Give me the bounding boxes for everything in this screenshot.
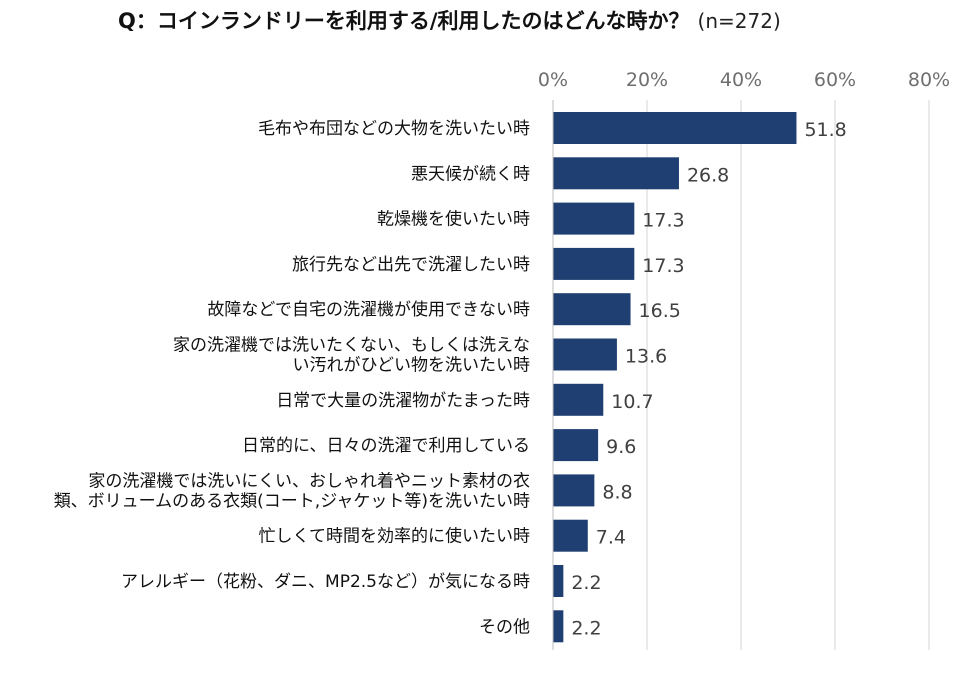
- data-label: 13.6: [625, 346, 667, 368]
- category-label: 旅行先など出先で洗濯したい時: [292, 255, 530, 275]
- category-label: 乾燥機を使いたい時: [377, 209, 530, 230]
- chart-title: Q：コインランドリーを利用する/利用したのはどんな時か？ (n=272): [118, 9, 781, 33]
- data-label: 16.5: [639, 300, 681, 322]
- category-label: 家の洗濯機では洗いたくない、もしくは洗えな: [173, 336, 530, 356]
- chart-title-question: Q：コインランドリーを利用する/利用したのはどんな時か？: [118, 9, 690, 33]
- x-tick-label: 20%: [626, 69, 668, 91]
- bar: [553, 202, 635, 235]
- data-label: 17.3: [642, 255, 684, 277]
- x-tick-label: 40%: [720, 69, 762, 91]
- bar: [553, 519, 588, 552]
- chart-title-sample-size: (n=272): [698, 9, 781, 33]
- category-label: 類、ボリュームのある衣類(コート,ジャケット等)を洗いたい時: [54, 491, 530, 511]
- data-label: 2.2: [571, 617, 601, 639]
- category-label: 故障などで自宅の洗濯機が使用できない時: [207, 299, 530, 320]
- x-tick-label: 60%: [814, 69, 856, 91]
- bar: [553, 293, 631, 326]
- grid-lines: [646, 100, 930, 650]
- x-axis-tick-labels: 0% 20% 40% 60% 80%: [538, 69, 950, 91]
- data-label: 7.4: [596, 527, 626, 549]
- bar: [553, 247, 635, 280]
- data-label: 17.3: [642, 210, 684, 232]
- category-label: 忙しくて時間を効率的に使いたい時: [259, 526, 531, 547]
- category-label: い汚れがひどい物を洗いたい時: [293, 356, 531, 376]
- bars: [553, 112, 797, 643]
- bar: [553, 610, 564, 643]
- data-label: 8.8: [602, 481, 632, 503]
- value-labels: 51.8 26.8 17.3 17.3 16.5 13.6 10.7 9.6 8.8 7.4 2.2…: [571, 119, 846, 639]
- category-label: その他: [479, 617, 530, 637]
- category-label: 日常で大量の洗濯物がたまった時: [276, 391, 530, 411]
- data-label: 9.6: [606, 436, 636, 458]
- x-tick-label: 80%: [908, 69, 950, 91]
- data-label: 26.8: [687, 164, 729, 186]
- bar: [553, 383, 604, 416]
- bar: [553, 429, 599, 462]
- category-label: 日常的に、日々の洗濯で利用している: [242, 436, 530, 456]
- data-label: 2.2: [571, 572, 601, 594]
- bar: [553, 474, 595, 507]
- x-tick-label: 0%: [538, 69, 568, 91]
- category-labels: 毛布や布団などの大物を洗いたい時悪天候が続く時乾燥機を使いたい時旅行先など出先で…: [54, 119, 530, 637]
- category-label: 毛布や布団などの大物を洗いたい時: [258, 119, 530, 139]
- bar: [553, 157, 679, 190]
- category-label: アレルギー（花粉、ダニ、MP2.5など）が気になる時: [121, 572, 530, 592]
- bar: [553, 112, 797, 144]
- category-label: 家の洗濯機では洗いにくい、おしゃれ着やニット素材の衣: [88, 471, 530, 491]
- category-label: 悪天候が続く時: [411, 164, 530, 184]
- bar: [553, 338, 617, 371]
- data-label: 10.7: [611, 391, 653, 413]
- bar: [553, 565, 564, 597]
- data-label: 51.8: [804, 119, 846, 141]
